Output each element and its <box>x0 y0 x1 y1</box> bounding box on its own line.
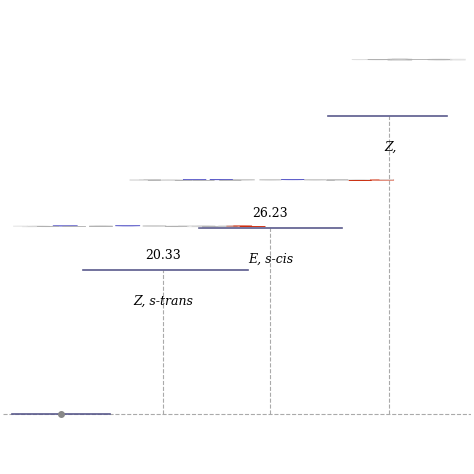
Text: Z,: Z, <box>384 141 397 154</box>
Text: E, s-cis: E, s-cis <box>248 253 293 266</box>
Text: 20.33: 20.33 <box>146 249 181 262</box>
Text: 26.23: 26.23 <box>253 207 288 220</box>
Text: Z, s-trans: Z, s-trans <box>134 295 193 308</box>
